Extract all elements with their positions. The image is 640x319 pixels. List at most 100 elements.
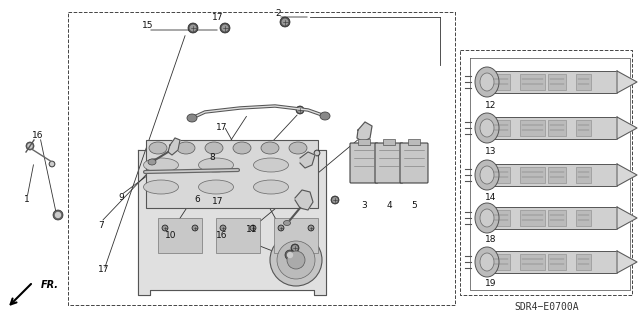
Text: 17: 17: [212, 12, 224, 21]
Bar: [487, 207, 617, 229]
Text: 19: 19: [485, 279, 497, 288]
Circle shape: [26, 142, 34, 150]
Ellipse shape: [480, 209, 494, 227]
Text: FR.: FR.: [41, 280, 59, 290]
Bar: [520, 120, 545, 136]
Text: 14: 14: [485, 192, 497, 202]
Circle shape: [51, 162, 54, 166]
Polygon shape: [617, 117, 637, 139]
Circle shape: [333, 198, 337, 202]
Bar: [520, 167, 545, 183]
Circle shape: [192, 225, 198, 231]
Ellipse shape: [287, 251, 305, 269]
Bar: [520, 210, 545, 226]
Bar: [548, 167, 566, 183]
Ellipse shape: [198, 158, 234, 172]
Ellipse shape: [261, 142, 279, 154]
Circle shape: [163, 226, 166, 230]
Bar: [548, 74, 566, 90]
Ellipse shape: [205, 142, 223, 154]
Text: 17: 17: [212, 197, 224, 206]
Circle shape: [316, 152, 319, 154]
Text: 12: 12: [485, 100, 497, 109]
Circle shape: [56, 212, 61, 218]
Ellipse shape: [359, 154, 365, 162]
Circle shape: [309, 226, 313, 230]
FancyBboxPatch shape: [375, 143, 403, 183]
Text: 10: 10: [165, 231, 177, 240]
Circle shape: [331, 196, 339, 204]
Circle shape: [220, 225, 226, 231]
Bar: [492, 210, 510, 226]
Polygon shape: [617, 71, 637, 93]
Ellipse shape: [475, 67, 499, 97]
Bar: [492, 120, 510, 136]
Text: 9: 9: [118, 192, 124, 202]
Text: SDR4−E0700A: SDR4−E0700A: [515, 302, 579, 312]
Ellipse shape: [480, 253, 494, 271]
Circle shape: [280, 17, 290, 27]
Bar: [492, 254, 510, 270]
Circle shape: [296, 106, 304, 114]
Ellipse shape: [480, 119, 494, 137]
Polygon shape: [617, 207, 637, 229]
Circle shape: [188, 23, 198, 33]
Bar: [158, 218, 202, 253]
Ellipse shape: [148, 159, 156, 165]
Bar: [216, 218, 260, 253]
Ellipse shape: [320, 112, 330, 120]
Bar: [408, 139, 420, 145]
Circle shape: [193, 226, 196, 230]
Text: 1: 1: [24, 196, 30, 204]
Ellipse shape: [277, 241, 315, 279]
Bar: [383, 139, 395, 145]
Circle shape: [252, 226, 255, 230]
Ellipse shape: [270, 234, 322, 286]
Text: 17: 17: [216, 123, 228, 132]
Text: 16: 16: [32, 130, 44, 139]
Bar: [576, 74, 591, 90]
Bar: [576, 254, 591, 270]
Ellipse shape: [475, 247, 499, 277]
Bar: [548, 210, 566, 226]
Bar: [548, 254, 566, 270]
Ellipse shape: [480, 73, 494, 91]
Polygon shape: [295, 190, 313, 210]
Circle shape: [282, 19, 288, 25]
Bar: [358, 139, 370, 145]
Text: 5: 5: [411, 201, 417, 210]
Ellipse shape: [233, 142, 251, 154]
Bar: [146, 140, 318, 208]
Text: 11: 11: [246, 226, 258, 234]
Ellipse shape: [475, 113, 499, 143]
Text: 7: 7: [98, 220, 104, 229]
Polygon shape: [357, 122, 372, 142]
Ellipse shape: [359, 144, 365, 152]
Text: 17: 17: [99, 265, 109, 275]
Ellipse shape: [475, 160, 499, 190]
Ellipse shape: [289, 142, 307, 154]
Text: 18: 18: [485, 235, 497, 244]
Bar: [487, 117, 617, 139]
Ellipse shape: [480, 166, 494, 184]
Bar: [576, 210, 591, 226]
Circle shape: [162, 225, 168, 231]
Ellipse shape: [149, 142, 167, 154]
Circle shape: [291, 244, 299, 252]
Ellipse shape: [253, 180, 289, 194]
Circle shape: [279, 226, 283, 230]
Polygon shape: [617, 251, 637, 273]
Circle shape: [287, 253, 292, 257]
Circle shape: [293, 246, 297, 250]
FancyBboxPatch shape: [350, 143, 378, 183]
Ellipse shape: [187, 114, 197, 122]
Bar: [492, 167, 510, 183]
Text: 13: 13: [485, 147, 497, 157]
Circle shape: [308, 225, 314, 231]
Text: 3: 3: [361, 201, 367, 210]
Text: 15: 15: [142, 21, 154, 31]
Circle shape: [278, 225, 284, 231]
Bar: [520, 74, 545, 90]
Bar: [576, 167, 591, 183]
Bar: [487, 71, 617, 93]
